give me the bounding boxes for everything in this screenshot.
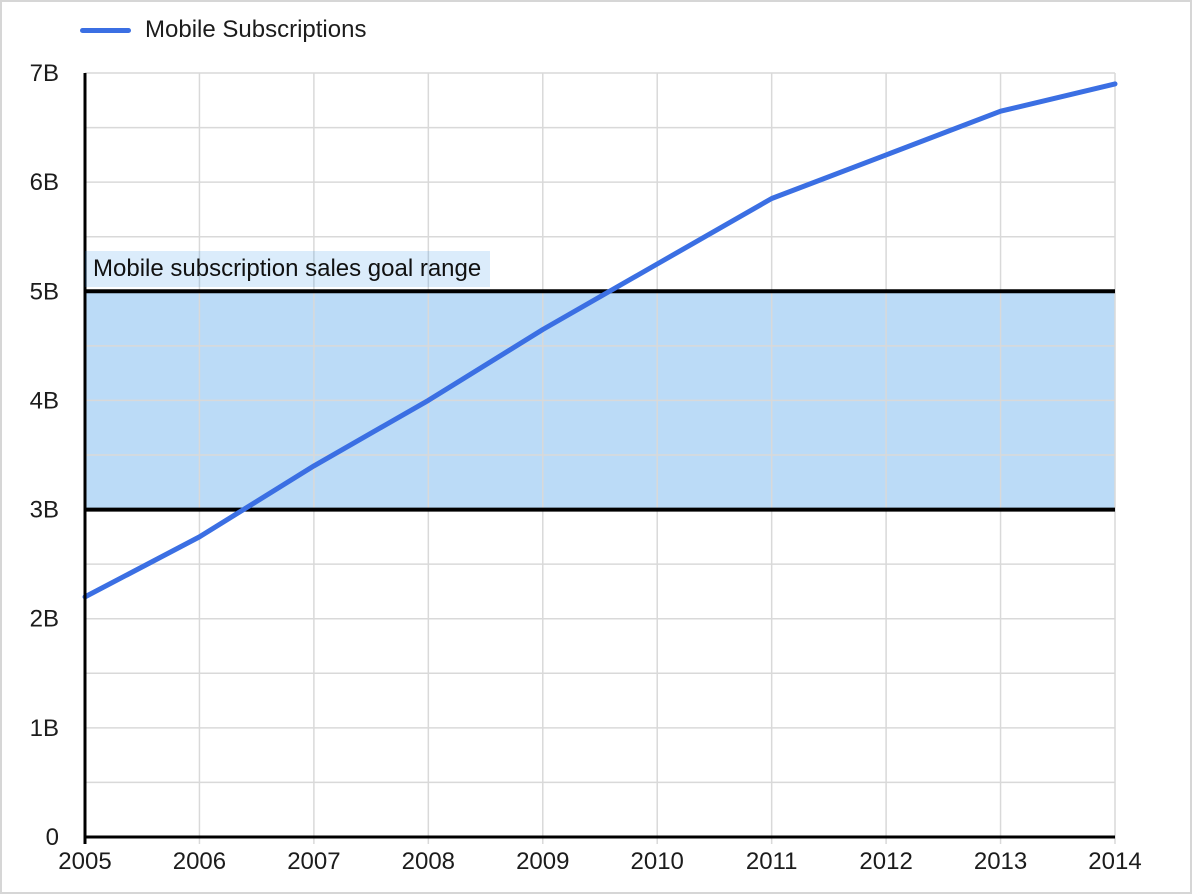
y-axis-label: 0 <box>46 824 59 851</box>
y-axis-label: 2B <box>30 606 59 633</box>
x-axis-label: 2009 <box>516 848 569 875</box>
x-axis-label: 2013 <box>974 848 1027 875</box>
goal-range-label: Mobile subscription sales goal range <box>85 251 491 287</box>
x-axis-label: 2007 <box>287 848 340 875</box>
y-axis-label: 5B <box>30 278 59 305</box>
series-line <box>82 81 1118 600</box>
x-axis-label: 2010 <box>631 848 684 875</box>
y-axis-label: 1B <box>30 715 59 742</box>
y-axis-label: 7B <box>30 60 59 87</box>
x-axis-label: 2006 <box>173 848 226 875</box>
x-axis-label: 2012 <box>859 848 912 875</box>
x-axis-label: 2011 <box>746 848 798 875</box>
legend-label: Mobile Subscriptions <box>145 16 367 43</box>
y-axis-label: 3B <box>30 497 59 524</box>
y-axis-label: 6B <box>30 169 59 196</box>
legend-line-swatch <box>80 27 131 33</box>
x-axis-label: 2005 <box>58 848 111 875</box>
legend: Mobile Subscriptions <box>80 15 366 45</box>
x-axis-label: 2008 <box>402 848 455 875</box>
x-axis-label: 2014 <box>1088 848 1141 875</box>
y-axis-label: 4B <box>30 387 59 414</box>
